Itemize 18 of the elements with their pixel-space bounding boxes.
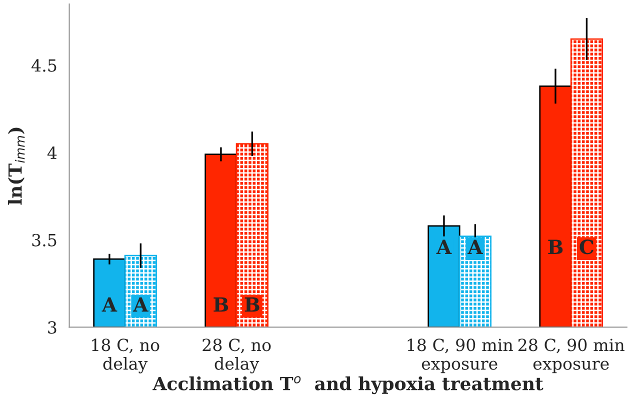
y-tick-label: 4.5 bbox=[32, 59, 56, 72]
annotation: A bbox=[132, 297, 148, 312]
annotation: C bbox=[580, 240, 594, 254]
x-axis-title: Acclimation T$^{o}$ and hypoxia treatment bbox=[152, 376, 544, 394]
annotation: A bbox=[436, 240, 452, 254]
y-tick-label: 4 bbox=[47, 146, 57, 159]
y-axis-title: ln(T$_{imm}$) bbox=[8, 128, 25, 205]
x-tick-label: 28 C, no delay bbox=[202, 338, 271, 374]
x-tick-label: 28 C, 90 min exposure bbox=[518, 338, 624, 374]
annotation: A bbox=[102, 297, 118, 312]
annotation: B bbox=[244, 297, 260, 312]
y-tick-label: 3.5 bbox=[32, 234, 56, 246]
annotation: B bbox=[548, 240, 563, 254]
annotation: B bbox=[214, 297, 228, 312]
x-tick-label: 18 C, 90 min exposure bbox=[408, 338, 513, 374]
y-tick-label: 3 bbox=[48, 321, 56, 334]
x-tick-label: 18 C, no delay bbox=[92, 338, 160, 374]
annotation: A bbox=[468, 240, 483, 254]
